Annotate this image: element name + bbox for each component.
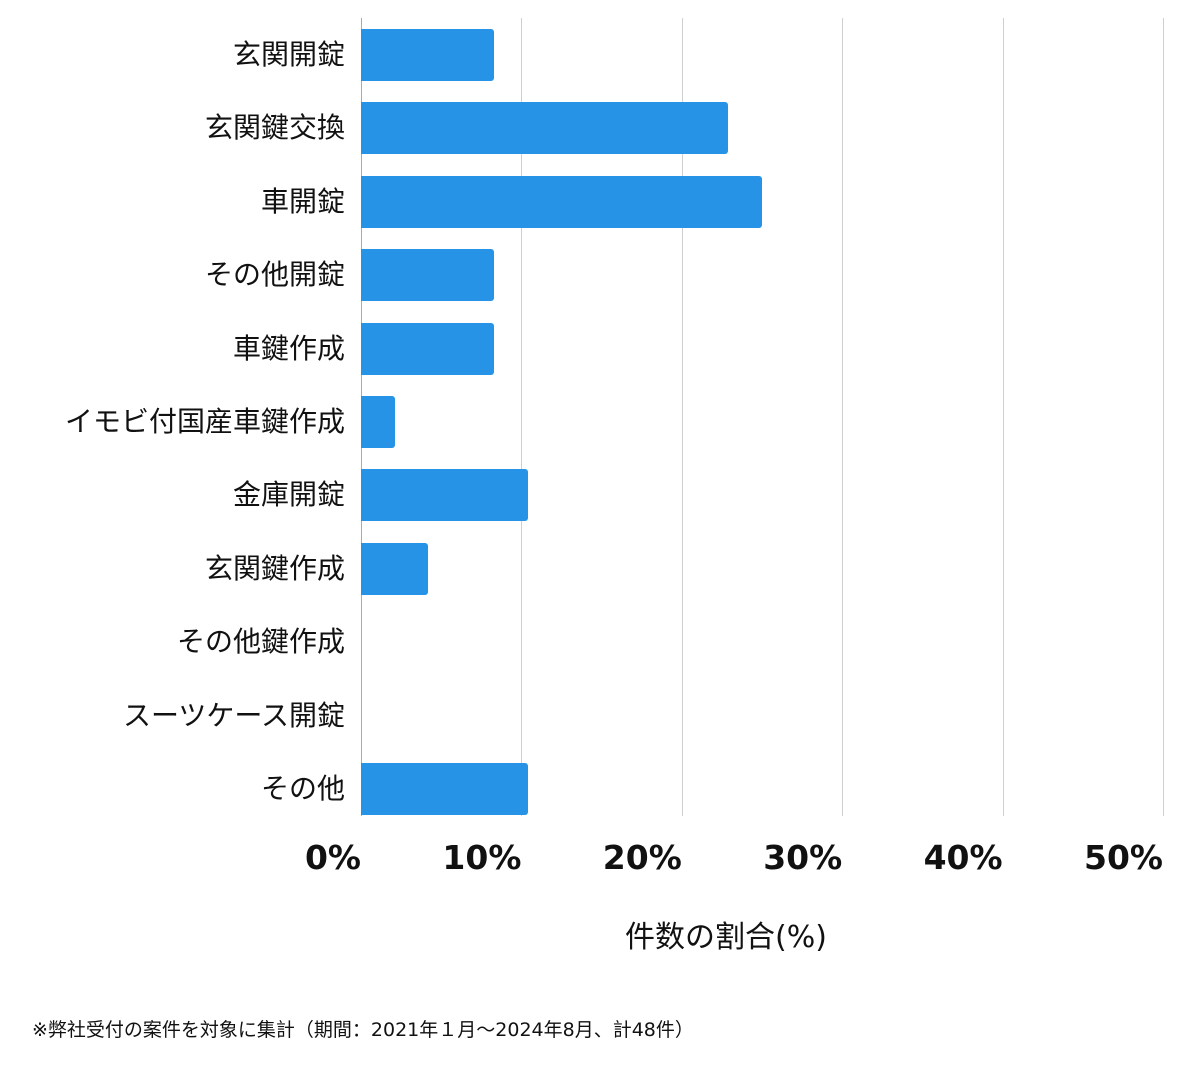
gridline <box>1163 18 1164 816</box>
bar <box>361 29 495 81</box>
bar <box>361 249 495 302</box>
bar <box>361 763 528 815</box>
gridline <box>521 18 523 816</box>
x-tick-label: 50% <box>1084 838 1163 877</box>
gridline <box>1002 18 1004 816</box>
category-label: 車鍵作成 <box>232 331 345 365</box>
x-tick-label: 20% <box>602 838 682 877</box>
category-label: スーツケース開錠 <box>122 698 345 732</box>
x-tick-label: 10% <box>442 838 522 877</box>
bar <box>361 469 528 522</box>
gridline <box>842 18 844 816</box>
x-tick-label: 30% <box>763 838 843 877</box>
gridline <box>681 18 683 816</box>
category-label: 玄関鍵作成 <box>204 551 345 585</box>
footnote: ※弊社受付の案件を対象に集計（期間：2021年１月〜2024年8月、計48件） <box>32 1019 694 1041</box>
bar <box>361 542 429 595</box>
category-label: 玄関開錠 <box>232 38 345 71</box>
category-label: 玄関鍵交換 <box>204 111 345 145</box>
category-label: 金庫開錠 <box>232 478 345 512</box>
x-axis-label: 件数の割合(%) <box>625 920 827 955</box>
category-label: その他 <box>260 772 345 805</box>
bar <box>361 102 729 155</box>
category-label: 車開錠 <box>260 184 345 218</box>
category-label: その他鍵作成 <box>176 625 345 659</box>
bar <box>361 175 762 228</box>
bar <box>361 322 495 375</box>
category-label: イモビ付国産車鍵作成 <box>64 405 345 438</box>
x-tick-label: 0% <box>304 838 361 877</box>
x-tick-label: 40% <box>923 838 1003 877</box>
category-label: その他開錠 <box>204 258 345 292</box>
plot-area <box>361 18 1164 816</box>
bar <box>361 396 395 448</box>
